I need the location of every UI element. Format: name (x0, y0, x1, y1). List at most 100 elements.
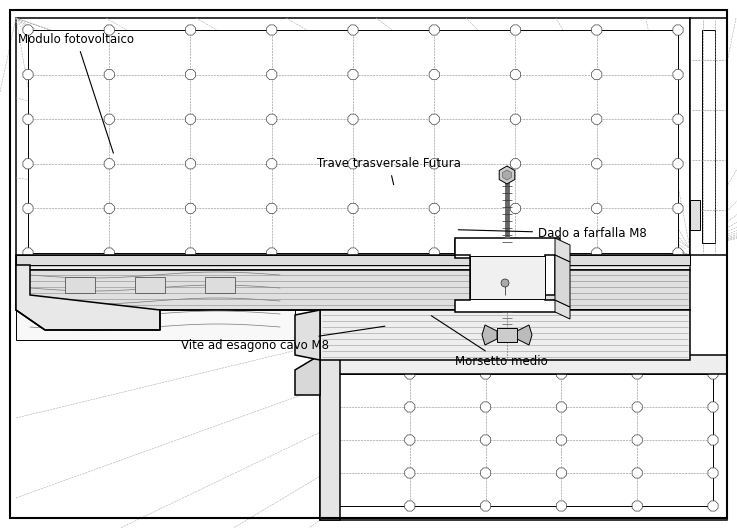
Polygon shape (592, 248, 602, 258)
Polygon shape (632, 501, 642, 511)
Polygon shape (429, 248, 439, 258)
Polygon shape (329, 369, 339, 379)
Polygon shape (267, 159, 277, 169)
Polygon shape (708, 369, 718, 379)
Polygon shape (329, 468, 339, 478)
Polygon shape (28, 30, 678, 253)
Polygon shape (455, 240, 555, 258)
Polygon shape (555, 255, 570, 307)
Polygon shape (104, 114, 114, 124)
Polygon shape (23, 25, 33, 35)
Polygon shape (104, 159, 114, 169)
Polygon shape (348, 248, 358, 258)
Polygon shape (482, 325, 497, 345)
Polygon shape (511, 25, 520, 35)
Polygon shape (186, 203, 195, 213)
Polygon shape (673, 203, 683, 213)
Polygon shape (320, 360, 727, 520)
Polygon shape (329, 402, 339, 412)
Polygon shape (348, 25, 358, 35)
Polygon shape (632, 468, 642, 478)
Polygon shape (556, 369, 567, 379)
Polygon shape (632, 402, 642, 412)
Polygon shape (517, 325, 532, 345)
Polygon shape (481, 402, 491, 412)
Text: Trave trasversale Futura: Trave trasversale Futura (317, 157, 461, 185)
Polygon shape (23, 248, 33, 258)
Polygon shape (592, 25, 602, 35)
Polygon shape (186, 159, 195, 169)
Polygon shape (673, 159, 683, 169)
Polygon shape (690, 18, 727, 255)
Polygon shape (511, 114, 520, 124)
Polygon shape (632, 369, 642, 379)
Polygon shape (702, 30, 715, 243)
Polygon shape (405, 501, 415, 511)
Polygon shape (186, 114, 195, 124)
Polygon shape (320, 355, 340, 520)
Polygon shape (405, 369, 415, 379)
Polygon shape (65, 277, 95, 293)
Polygon shape (511, 159, 520, 169)
Polygon shape (592, 203, 602, 213)
Polygon shape (673, 114, 683, 124)
Polygon shape (205, 277, 235, 293)
Polygon shape (23, 114, 33, 124)
Polygon shape (429, 203, 439, 213)
Polygon shape (267, 203, 277, 213)
Text: Modulo fotovoltaico: Modulo fotovoltaico (18, 33, 134, 153)
Polygon shape (511, 248, 520, 258)
Polygon shape (267, 114, 277, 124)
Polygon shape (673, 70, 683, 80)
Polygon shape (429, 70, 439, 80)
Polygon shape (10, 10, 727, 518)
Polygon shape (592, 70, 602, 80)
Polygon shape (429, 25, 439, 35)
Polygon shape (481, 468, 491, 478)
Polygon shape (320, 310, 690, 360)
Polygon shape (556, 402, 567, 412)
Text: Dado a farfalla M8: Dado a farfalla M8 (458, 227, 647, 240)
Polygon shape (429, 159, 439, 169)
Polygon shape (16, 265, 160, 330)
Polygon shape (135, 277, 165, 293)
Polygon shape (295, 355, 320, 395)
Polygon shape (503, 170, 511, 180)
Polygon shape (16, 270, 690, 310)
Polygon shape (267, 70, 277, 80)
Polygon shape (16, 255, 690, 270)
Polygon shape (592, 114, 602, 124)
Polygon shape (540, 252, 555, 295)
Polygon shape (320, 355, 727, 374)
Text: Vite ad esagono cavo M8: Vite ad esagono cavo M8 (181, 326, 385, 352)
Polygon shape (405, 435, 415, 445)
Polygon shape (429, 114, 439, 124)
Polygon shape (348, 70, 358, 80)
Polygon shape (632, 435, 642, 445)
Polygon shape (556, 468, 567, 478)
Polygon shape (16, 18, 690, 265)
Text: Morsetto medio: Morsetto medio (431, 316, 548, 368)
Polygon shape (708, 501, 718, 511)
Polygon shape (481, 369, 491, 379)
Polygon shape (329, 435, 339, 445)
Polygon shape (23, 70, 33, 80)
Polygon shape (497, 328, 517, 342)
Polygon shape (104, 248, 114, 258)
Polygon shape (405, 468, 415, 478)
Polygon shape (673, 25, 683, 35)
Polygon shape (555, 238, 570, 262)
Polygon shape (405, 402, 415, 412)
Polygon shape (592, 159, 602, 169)
Polygon shape (499, 166, 514, 184)
Polygon shape (104, 25, 114, 35)
Polygon shape (23, 203, 33, 213)
Polygon shape (104, 203, 114, 213)
Polygon shape (455, 238, 560, 312)
Polygon shape (511, 70, 520, 80)
Polygon shape (708, 402, 718, 412)
Polygon shape (690, 200, 700, 230)
Polygon shape (348, 159, 358, 169)
Polygon shape (481, 435, 491, 445)
Polygon shape (708, 435, 718, 445)
